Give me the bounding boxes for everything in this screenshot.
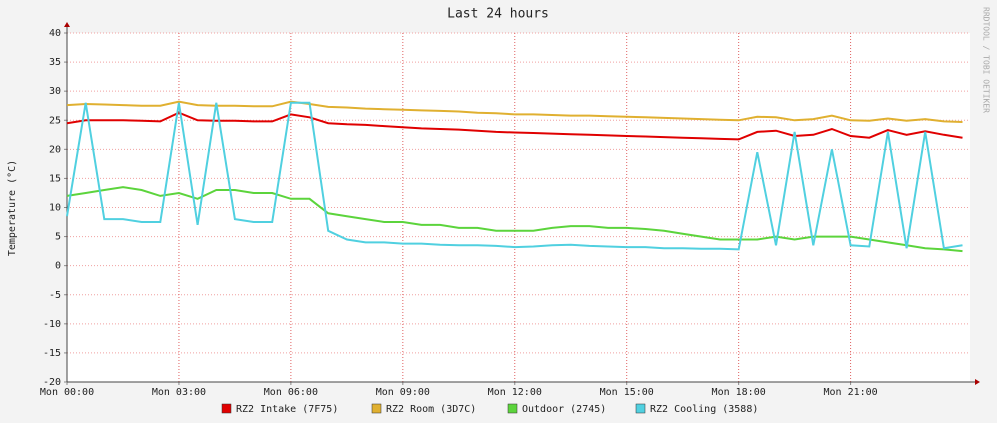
series-line <box>66 101 963 251</box>
y-tick-label: -5 <box>49 290 61 301</box>
y-tick-label: 20 <box>49 144 61 155</box>
x-tick-label: Mon 12:00 <box>488 387 542 398</box>
y-tick-label: -20 <box>43 377 61 388</box>
legend-swatch <box>221 403 232 414</box>
x-tick-label: Mon 09:00 <box>376 387 430 398</box>
y-tick-label: -15 <box>43 348 61 359</box>
x-tick-label: Mon 15:00 <box>600 387 654 398</box>
y-tick-label: 30 <box>49 86 61 97</box>
x-tick-label: Mon 06:00 <box>264 387 318 398</box>
x-tick-label: Mon 18:00 <box>712 387 766 398</box>
y-tick-label: 5 <box>55 232 61 243</box>
legend-label: RZ2 Cooling (3588) <box>650 404 758 415</box>
y-axis-label: Temperature (°C) <box>7 160 18 256</box>
legend-swatch <box>635 403 646 414</box>
y-tick-label: 10 <box>49 203 61 214</box>
series-line <box>66 186 963 253</box>
y-tick-label: 40 <box>49 28 61 39</box>
chart-title: Last 24 hours <box>447 7 549 22</box>
x-tick-label: Mon 00:00 <box>40 387 94 398</box>
y-tick-label: 15 <box>49 173 61 184</box>
legend-swatch <box>371 403 382 414</box>
legend-swatch <box>507 403 518 414</box>
side-text: RRDTOOL / TOBI OETIKER <box>982 7 991 113</box>
y-tick-label: 0 <box>55 261 61 272</box>
y-tick-label: 25 <box>49 115 61 126</box>
x-tick-label: Mon 21:00 <box>824 387 878 398</box>
x-tick-label: Mon 03:00 <box>152 387 206 398</box>
y-tick-label: 35 <box>49 57 61 68</box>
y-tick-label: -10 <box>43 319 61 330</box>
legend-label: RZ2 Room (3D7C) <box>386 404 476 415</box>
axis-arrow <box>64 22 70 27</box>
axis-arrow <box>975 379 980 385</box>
legend-label: RZ2 Intake (7F75) <box>236 404 338 415</box>
legend-label: Outdoor (2745) <box>522 404 606 415</box>
series-line <box>66 111 963 141</box>
